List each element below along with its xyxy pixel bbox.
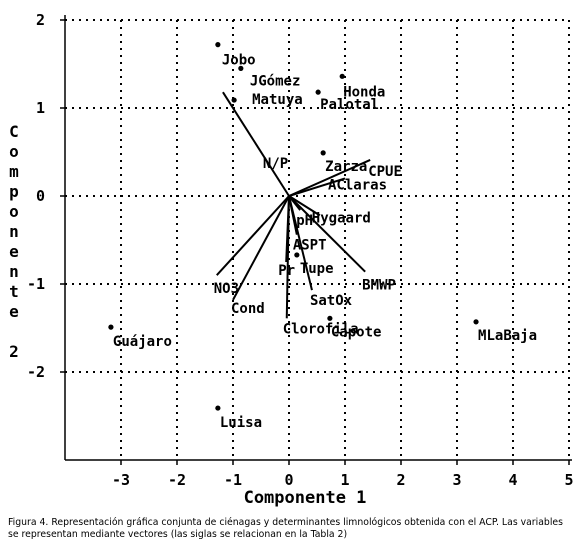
- vector: [232, 195, 290, 301]
- vector-label: Cond: [231, 301, 265, 317]
- point: [294, 252, 300, 258]
- y-tick-label: -2: [27, 363, 45, 381]
- point: [473, 319, 479, 325]
- point-label: Guájaro: [113, 334, 172, 350]
- x-tick-label: -3: [112, 471, 130, 489]
- point: [315, 89, 321, 95]
- point-label: Capote: [331, 324, 382, 340]
- x-tick-label: -2: [168, 471, 186, 489]
- point: [231, 97, 237, 103]
- y-tick-label: 1: [36, 99, 45, 117]
- caption: Figura 4. Representación gráfica conjunt…: [8, 517, 563, 540]
- vector: [288, 159, 371, 197]
- vector: [288, 177, 346, 197]
- vector: [288, 195, 321, 217]
- point-label: Palotal: [320, 97, 379, 113]
- x-tick-label: 0: [284, 471, 293, 489]
- point-label: Matuya: [252, 92, 303, 108]
- x-axis-title: Componente 1: [244, 488, 367, 508]
- vector-label: ASPT: [293, 238, 327, 254]
- vector: [288, 195, 313, 291]
- point: [215, 42, 221, 48]
- vector: [285, 195, 290, 319]
- point: [320, 150, 326, 156]
- x-tick-label: 4: [508, 471, 517, 489]
- vector: [288, 195, 366, 273]
- point-label: MLaBaja: [478, 328, 537, 344]
- x-tick-label: -1: [224, 471, 242, 489]
- vector-label: NO3: [214, 281, 239, 297]
- y-axis-title: Componente 2: [5, 122, 24, 362]
- x-tick-label: 1: [340, 471, 349, 489]
- x-tick-label: 2: [396, 471, 405, 489]
- point-label: Honda: [343, 84, 385, 100]
- point-label: Tupe: [300, 261, 334, 277]
- vector-label: Clorofila: [283, 321, 359, 337]
- vector-label: SatOx: [310, 293, 353, 309]
- point-label: JGómez: [250, 73, 301, 89]
- point: [327, 315, 333, 321]
- vector-label: Hygaard: [312, 210, 371, 226]
- vector-label: BMWP: [362, 278, 396, 294]
- vector: [216, 195, 290, 276]
- point-label: Jobo: [222, 53, 256, 69]
- y-tick-label: 0: [36, 187, 45, 205]
- y-tick-label: 2: [36, 11, 45, 29]
- point: [215, 405, 221, 411]
- vector-label: AClaras: [328, 177, 387, 193]
- x-tick-label: 5: [564, 471, 573, 489]
- point-label: Luisa: [220, 415, 262, 431]
- y-tick-label: -1: [27, 275, 45, 293]
- point: [108, 324, 114, 330]
- point-label: Zarza: [325, 159, 367, 175]
- point: [238, 65, 244, 71]
- vector-label: N/P: [263, 156, 288, 172]
- x-tick-label: 3: [452, 471, 461, 489]
- vector-label: CPUE: [368, 164, 402, 180]
- chart: Componente 1 Componente 2 -3 -2 -1 0 1 2 3 4 5 -2…: [5, 11, 574, 508]
- point: [339, 73, 345, 79]
- vector: [222, 91, 290, 197]
- vector-label: pH: [296, 213, 313, 229]
